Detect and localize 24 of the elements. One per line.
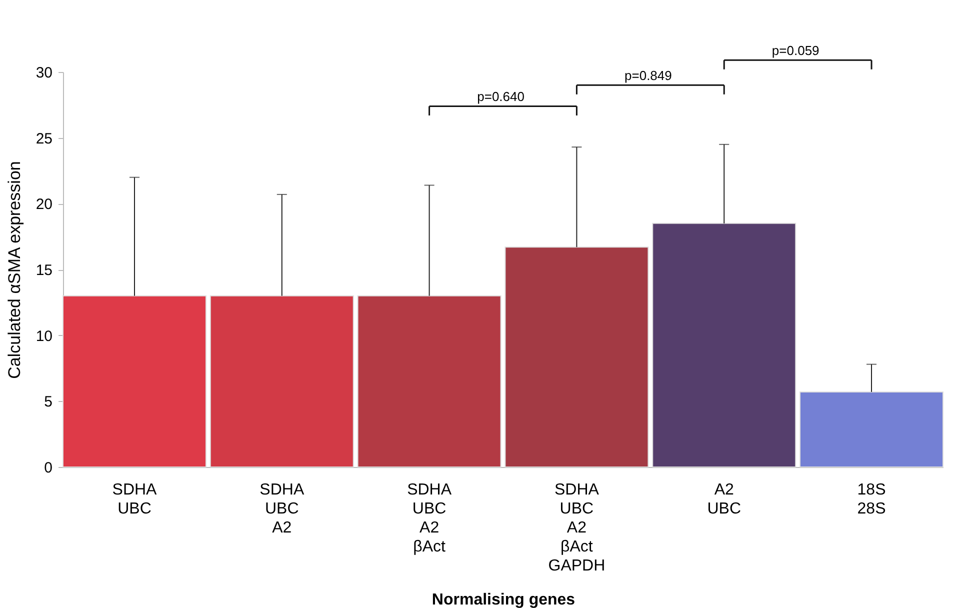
y-axis-title: Calculated αSMA expression — [4, 161, 24, 379]
y-tick-label: 15 — [36, 262, 52, 279]
y-tick-label: 25 — [36, 130, 52, 148]
y-tick-label: 30 — [36, 64, 52, 82]
x-axis-title: Normalising genes — [432, 592, 576, 608]
y-tick-label: 0 — [44, 460, 52, 476]
text: p=0.059 — [772, 43, 820, 58]
bar — [357, 295, 502, 468]
bar — [652, 222, 796, 468]
annotation: p=0.640 — [477, 89, 524, 104]
annotation: p=0.849 — [624, 68, 672, 84]
y-tick-label: 20 — [36, 196, 52, 214]
y-tick-label: 10 — [36, 328, 52, 345]
x-tick-label: SDHA UBC A2 βAct GAPDH — [548, 482, 606, 574]
y-tick-label: 5 — [44, 394, 52, 411]
bar — [800, 391, 944, 468]
x-tick-label: A2 UBC — [707, 482, 741, 518]
bar — [210, 295, 354, 468]
bar — [62, 295, 206, 468]
x-tick-label: SDHA UBC A2 βAct — [407, 482, 452, 556]
x-tick-label: SDHA UBC A2 — [260, 482, 304, 536]
x-tick-label: SDHA UBC — [112, 482, 158, 518]
x-tick-label: 18S 28S — [857, 482, 886, 518]
bar — [504, 246, 649, 468]
